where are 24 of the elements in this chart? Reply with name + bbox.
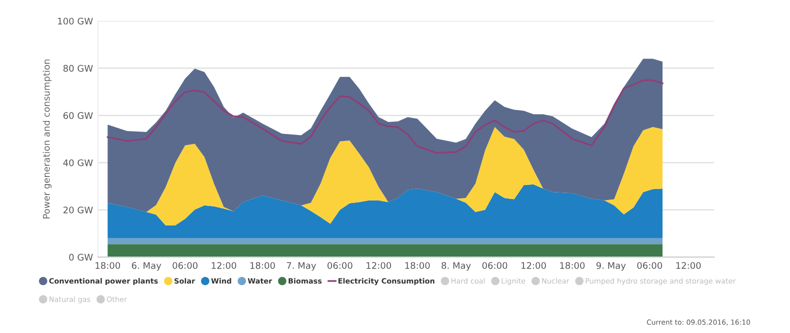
x-tick-label: 06:00 — [482, 262, 508, 269]
x-tick-label: 18:00 — [560, 262, 585, 269]
x-tick-label: 8. May — [442, 262, 471, 271]
y-tick-label: 0 GW — [69, 254, 93, 261]
y-tick-label: 80 GW — [63, 64, 93, 72]
x-tick-label: 18:00 — [250, 262, 275, 269]
y-axis-title: Power generation and consumption — [42, 60, 52, 218]
y-tick-label: 40 GW — [63, 159, 93, 166]
x-tick-label: 12:00 — [212, 262, 236, 269]
x-tick-label: 12:00 — [521, 262, 546, 269]
x-tick-label: 18:00 — [96, 262, 120, 269]
x-tick-label: 12:00 — [366, 262, 392, 269]
y-tick-label: 60 GW — [63, 112, 93, 119]
x-tick-label: 7. May — [286, 262, 316, 271]
x-tick-label: 18:00 — [405, 262, 430, 269]
line-series — [106, 79, 664, 154]
x-tick-label: 06:00 — [637, 262, 662, 269]
x-tick-label: 12:00 — [676, 262, 701, 269]
x-tick-label: 9. May — [596, 262, 626, 271]
y-tick-label: 100 GW — [58, 18, 93, 25]
x-tick-label: 06:00 — [172, 262, 198, 269]
x-tick-label: 6. May — [132, 262, 162, 271]
x-tick-label: 06:00 — [328, 262, 352, 269]
y-tick-label: 20 GW — [63, 206, 93, 214]
